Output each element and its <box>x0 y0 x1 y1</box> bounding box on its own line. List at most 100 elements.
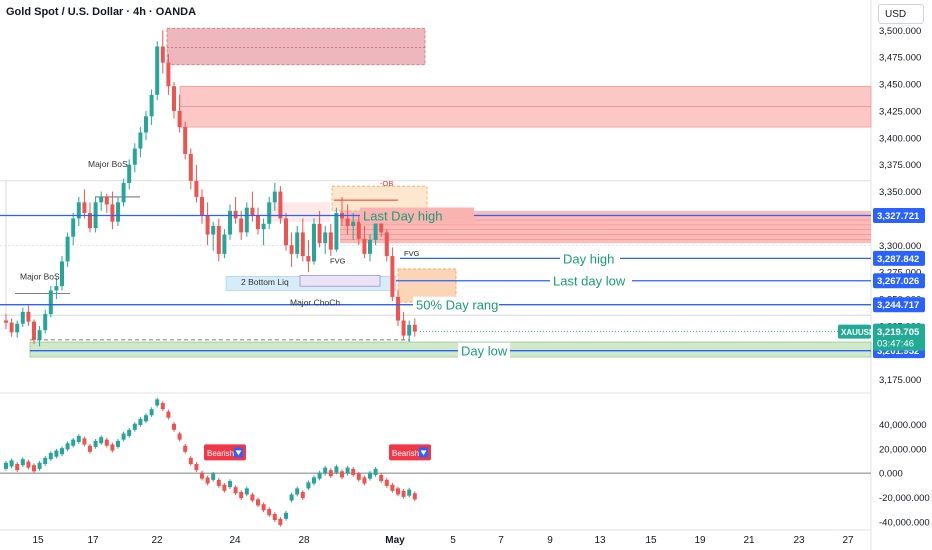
candle-body <box>32 321 36 340</box>
osc-bar <box>261 504 266 511</box>
time-tick-label: 15 <box>32 535 44 546</box>
osc-bar <box>267 509 272 516</box>
time-tick-label: 23 <box>793 535 805 546</box>
osc-bar <box>351 468 356 475</box>
candle-body <box>20 311 25 324</box>
price-tick-label: 3,375.000 <box>879 160 921 171</box>
osc-bar <box>132 423 137 430</box>
osc-bar <box>228 481 232 488</box>
osc-bar <box>65 443 70 450</box>
price-tag-bg <box>873 297 925 313</box>
candle-body <box>272 191 277 203</box>
level-label-bg <box>560 250 620 267</box>
candle-body <box>26 311 31 322</box>
candle-body <box>99 196 104 203</box>
candle-body <box>177 110 182 128</box>
osc-bar <box>396 488 400 495</box>
osc-bar <box>172 423 176 430</box>
candle-body <box>127 164 132 183</box>
osc-bar <box>88 445 92 452</box>
price-tick-label: 3,275.000 <box>879 268 921 279</box>
candle-body <box>328 232 333 250</box>
osc-bar <box>368 472 372 479</box>
chart-annotation: Major BoS <box>88 159 128 169</box>
osc-bar <box>76 435 81 443</box>
osc-tick-label: 0.000 <box>879 469 903 480</box>
osc-bar <box>200 472 204 479</box>
level-label-bg <box>458 342 510 359</box>
candle-body <box>160 46 165 63</box>
osc-bar <box>48 453 53 460</box>
candle-body <box>368 239 372 254</box>
time-tick-label: 5 <box>450 535 456 546</box>
candle-body <box>390 256 395 297</box>
osc-tick-label: -20,000.000 <box>879 493 930 504</box>
chart-title: Gold Spot / U.S. Dollar · 4h · OANDA <box>6 6 197 18</box>
currency-selector[interactable]: USD <box>878 4 924 24</box>
price-tag-bg <box>873 208 925 224</box>
triangle-down-icon <box>420 450 427 456</box>
osc-bar <box>244 488 249 495</box>
time-tick-label: 9 <box>547 535 553 546</box>
chart-annotation: 2 Bottom Liq <box>241 277 289 287</box>
osc-bar <box>183 445 188 452</box>
symbol-tag-bg <box>838 324 871 339</box>
price-tick-label: 3,175.000 <box>879 375 921 386</box>
osc-bar <box>390 484 395 491</box>
osc-tick-label: 40,000.000 <box>879 420 927 431</box>
candle-body <box>256 215 260 230</box>
price-tick-label: 3,425.000 <box>879 106 921 117</box>
order-block-zone <box>331 185 428 212</box>
osc-bar <box>155 399 160 406</box>
candle-body <box>211 225 216 235</box>
price-tick-label: 3,475.000 <box>879 53 921 64</box>
candle-body <box>60 261 64 287</box>
osc-bar <box>289 494 294 501</box>
osc-bar <box>328 470 333 477</box>
time-tick-label: 27 <box>842 535 854 546</box>
osc-bar <box>20 459 25 466</box>
osc-bar <box>144 415 148 422</box>
fvg-zone-left <box>270 202 330 222</box>
osc-bar <box>43 457 48 464</box>
candle-body <box>323 232 328 244</box>
candle-body <box>121 182 126 203</box>
osc-bar <box>239 492 244 499</box>
candle-body <box>261 223 266 230</box>
candle-body <box>183 127 188 154</box>
osc-bar <box>177 433 182 440</box>
osc-bar <box>384 479 389 486</box>
demand-zone-daylow <box>29 341 872 358</box>
chart-annotation: Major BoS <box>20 272 60 282</box>
level-label-bg <box>550 272 632 289</box>
candle-body <box>194 180 199 197</box>
candle-body <box>379 221 384 233</box>
time-tick-label: 7 <box>498 535 504 546</box>
candle-body <box>4 320 8 323</box>
price-tag-label: 3,201.952 <box>877 346 919 357</box>
osc-bar <box>116 440 120 447</box>
candle-body <box>15 323 20 333</box>
candle-body <box>104 196 109 205</box>
candle-body <box>250 207 255 216</box>
osc-bar <box>222 484 227 491</box>
candle-body <box>71 218 76 237</box>
candle-body <box>306 256 311 262</box>
candle-body <box>54 286 59 291</box>
candle-body <box>76 202 81 219</box>
osc-bar <box>15 464 20 471</box>
candle-body <box>401 320 406 336</box>
candle-body <box>244 207 249 233</box>
osc-bar <box>306 482 311 489</box>
candle-body <box>172 86 176 111</box>
level-label: Last day low <box>553 274 626 289</box>
candle-body <box>362 238 367 254</box>
osc-bar <box>284 512 288 519</box>
osc-bar <box>37 462 42 469</box>
candle-body <box>412 324 417 332</box>
time-tick-label: 19 <box>694 535 706 546</box>
candle-body <box>300 232 305 257</box>
osc-bar <box>160 403 165 410</box>
level-label: Day low <box>461 344 508 359</box>
